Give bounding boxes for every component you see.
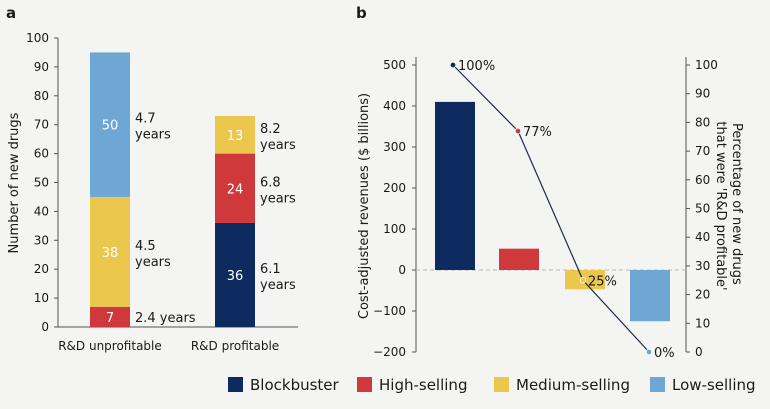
duration-label: 8.2 years	[260, 122, 296, 153]
legend-label: Medium-selling	[516, 376, 630, 394]
x-tick-label: R&D profitable	[191, 339, 279, 353]
y-tick-label: 80	[34, 89, 49, 103]
legend: Blockbuster High-selling Medium-selling Low…	[228, 376, 756, 394]
y-tick-label: 100	[383, 222, 406, 236]
y-tick-label: −100	[373, 304, 406, 318]
duration-label: 4.7 years	[135, 112, 171, 143]
panel-b-percentage-line: 100% 77% 25% 0%	[449, 59, 675, 361]
bar-value-label: 24	[227, 182, 244, 197]
y-tick-label: 500	[383, 58, 406, 72]
y-tick-label: 0	[398, 263, 406, 277]
legend-swatch	[494, 377, 509, 392]
percentage-point	[514, 127, 522, 135]
y-tick-label: 70	[34, 118, 49, 132]
bar-value-label: 38	[102, 246, 119, 261]
y-tick-label: 60	[34, 147, 49, 161]
percentage-point	[449, 61, 457, 69]
secondary-y-tick-label: 80	[695, 115, 710, 129]
panel-b-bars	[435, 101, 670, 322]
revenue-bar	[499, 248, 539, 270]
duration-label: 6.8 years	[260, 175, 296, 206]
y-tick-label: 30	[34, 233, 49, 247]
panel-a-x-labels: R&D unprofitable R&D profitable	[58, 339, 279, 353]
y-tick-label: −200	[373, 345, 406, 359]
panel-b-secondary-title-line-2: that were 'R&D profitable'	[713, 121, 728, 290]
panel-b-letter: b	[356, 4, 367, 22]
secondary-y-tick-label: 90	[695, 87, 710, 101]
y-tick-label: 40	[34, 204, 49, 218]
y-tick-label: 100	[26, 31, 49, 45]
secondary-y-tick-label: 30	[695, 259, 710, 273]
duration-label: 4.5 years	[135, 239, 171, 270]
secondary-y-tick-label: 0	[695, 345, 703, 359]
panel-a-bars: 7 2.4 years 38 4.5 years 50 4.7 years 36 6.1 years…	[90, 52, 296, 327]
secondary-y-tick-label: 60	[695, 173, 710, 187]
bar-value-label: 36	[227, 269, 244, 284]
y-tick-label: 90	[34, 60, 49, 74]
percentage-label: 77%	[523, 125, 552, 140]
secondary-y-tick-label: 100	[695, 58, 718, 72]
secondary-y-tick-label: 70	[695, 144, 710, 158]
secondary-y-tick-label: 50	[695, 202, 710, 216]
panel-a-y-axis-title: Number of new drugs	[7, 112, 22, 253]
stacked-bar-segment	[215, 116, 255, 154]
percentage-point	[645, 348, 653, 356]
percentage-point	[579, 277, 587, 284]
stacked-bar-segment	[90, 196, 130, 307]
legend-swatch	[228, 377, 243, 392]
y-tick-label: 200	[383, 181, 406, 195]
y-tick-label: 300	[383, 140, 406, 154]
y-tick-label: 20	[34, 262, 49, 276]
stacked-bar-segment	[90, 52, 130, 197]
revenue-bar	[630, 270, 670, 322]
duration-label: 6.1 years	[260, 262, 296, 293]
x-tick-label: R&D unprofitable	[58, 339, 162, 353]
panel-b-y-ticks: −200 −100 0 100 200 300 400 500	[373, 58, 416, 359]
panel-a-y-ticks: 0 10 20 30 40 50 60 70 80 90 100	[26, 31, 58, 334]
secondary-y-tick-label: 10	[695, 316, 710, 330]
secondary-y-tick-label: 20	[695, 288, 710, 302]
stacked-bar-segment	[215, 222, 255, 327]
legend-label: Blockbuster	[250, 376, 340, 394]
panel-b-secondary-y-ticks: 0 10 20 30 40 50 60 70 80 90 100	[686, 58, 718, 359]
y-tick-label: 10	[34, 291, 49, 305]
percentage-label: 100%	[458, 59, 495, 74]
duration-label: 2.4 years	[135, 311, 196, 326]
percentage-label: 0%	[654, 346, 675, 361]
panel-b-y-axis-title: Cost-adjusted revenues ($ billions)	[357, 93, 372, 319]
panel-a-letter: a	[6, 4, 16, 22]
secondary-y-tick-label: 40	[695, 230, 710, 244]
legend-label: Low-selling	[672, 376, 756, 394]
y-tick-label: 50	[34, 176, 49, 190]
percentage-line	[452, 64, 650, 353]
stacked-bar-segment	[215, 153, 255, 223]
legend-swatch	[357, 377, 372, 392]
stacked-bar-segment	[90, 306, 130, 327]
y-tick-label: 400	[383, 99, 406, 113]
panel-b-secondary-y-axis-title: Percentage of new drugs that were 'R&D p…	[713, 121, 744, 290]
y-tick-label: 0	[41, 320, 49, 334]
legend-swatch	[650, 377, 665, 392]
bar-value-label: 50	[102, 119, 119, 134]
revenue-bar	[435, 101, 475, 271]
percentage-label: 25%	[588, 274, 617, 289]
bar-value-label: 7	[106, 311, 114, 326]
legend-label: High-selling	[379, 376, 467, 394]
panel-b-secondary-title-line-1: Percentage of new drugs	[729, 123, 744, 285]
bar-value-label: 13	[227, 129, 244, 144]
